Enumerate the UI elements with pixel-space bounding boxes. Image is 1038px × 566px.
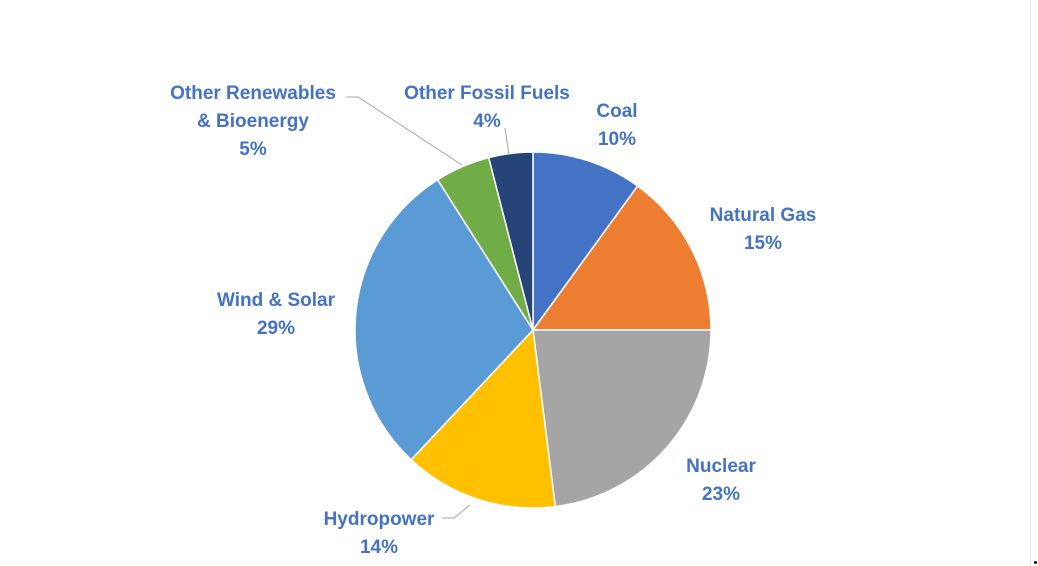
slice-label: Other Renewables — [170, 83, 336, 104]
corner-dot — [1034, 561, 1037, 564]
slice-label: Natural Gas — [710, 205, 817, 226]
pie-slice-natural-gas — [531, 184, 712, 331]
leader-line — [442, 504, 471, 519]
pie-slice-wind-solar — [354, 178, 534, 461]
data-label: Natural Gas 15% — [710, 205, 817, 254]
slice-label: Hydropower — [324, 509, 435, 530]
pie-slice-coal — [532, 151, 639, 333]
data-label: Other Fossil Fuels 4% — [404, 83, 570, 132]
data-label: Coal 10% — [596, 101, 637, 150]
slice-percent-label: 14% — [360, 537, 398, 558]
pie-slice-other-fossil-fuels — [487, 151, 534, 331]
slice-label: Other Fossil Fuels — [404, 83, 570, 104]
slice-percent-label: 29% — [257, 318, 295, 339]
data-label: Other Renewables & Bioenergy 5% — [170, 83, 336, 160]
slice-percent-label: 23% — [702, 484, 740, 505]
data-label: Wind & Solar 29% — [217, 290, 336, 339]
leader-line — [504, 127, 510, 156]
data-label: Nuclear 23% — [686, 456, 756, 505]
pie-slices — [354, 151, 712, 509]
slice-percent-label: 4% — [473, 111, 501, 132]
slice-percent-label: 15% — [744, 233, 782, 254]
slice-label: Coal — [596, 101, 637, 122]
pie-slice-nuclear — [532, 329, 712, 508]
slice-label: Nuclear — [686, 456, 756, 477]
leader-line — [346, 96, 463, 166]
pie-slice-hydropower — [410, 328, 557, 509]
slice-label: Wind & Solar — [217, 290, 336, 311]
slice-percent-label: 5% — [239, 139, 267, 160]
slice-label: & Bioenergy — [197, 111, 309, 132]
divider — [1030, 0, 1031, 566]
slice-percent-label: 10% — [598, 129, 636, 150]
data-label: Hydropower 14% — [324, 509, 435, 558]
